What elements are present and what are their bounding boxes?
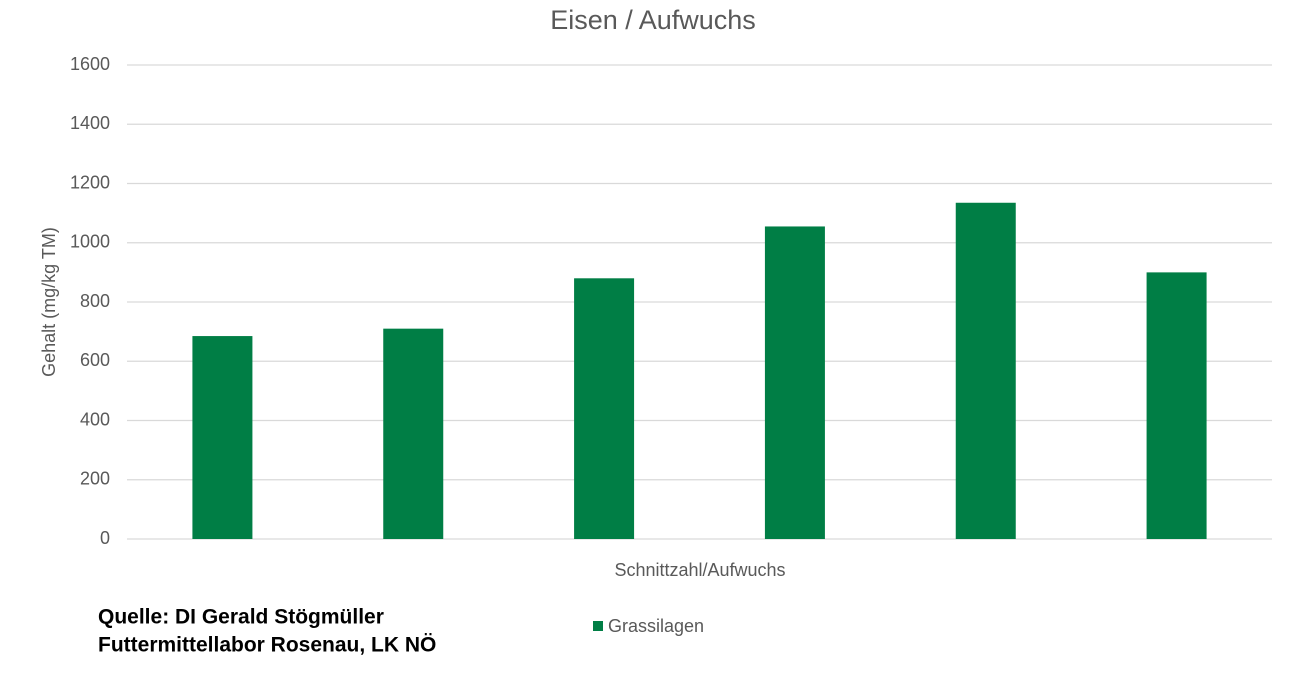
source-line: Quelle: DI Gerald Stögmüller bbox=[98, 606, 384, 629]
bar bbox=[383, 328, 444, 539]
y-tick-label: 600 bbox=[80, 350, 110, 370]
source-line: Futtermittellabor Rosenau, LK NÖ bbox=[98, 634, 436, 657]
y-tick-label: 400 bbox=[80, 409, 110, 429]
y-tick-label: 200 bbox=[80, 469, 110, 489]
y-tick-label: 1000 bbox=[70, 232, 110, 252]
bar bbox=[574, 278, 635, 539]
y-tick-label: 1600 bbox=[70, 54, 110, 74]
legend-label: Grassilagen bbox=[608, 616, 704, 636]
y-tick-label: 800 bbox=[80, 291, 110, 311]
y-tick-label: 1400 bbox=[70, 113, 110, 133]
x-axis-title: Schnittzahl/Aufwuchs bbox=[614, 560, 785, 580]
bar bbox=[192, 336, 253, 539]
bar bbox=[1146, 272, 1207, 539]
y-tick-label: 1200 bbox=[70, 172, 110, 192]
chart-title: Eisen / Aufwuchs bbox=[550, 5, 756, 35]
bar bbox=[764, 226, 825, 540]
y-tick-label: 0 bbox=[100, 528, 110, 548]
legend-swatch bbox=[593, 621, 603, 631]
bar bbox=[955, 202, 1016, 539]
y-axis-title: Gehalt (mg/kg TM) bbox=[39, 227, 59, 377]
